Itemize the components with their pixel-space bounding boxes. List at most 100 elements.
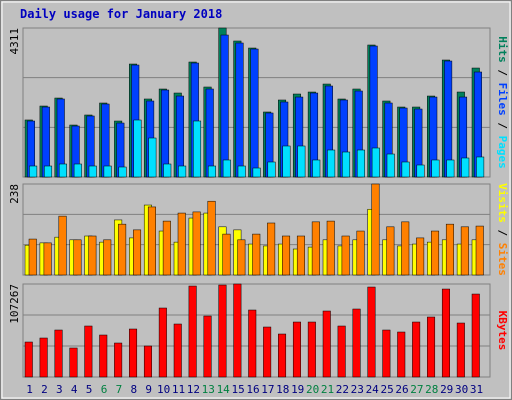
bar <box>44 165 53 178</box>
bar <box>427 316 436 378</box>
bar <box>441 288 450 378</box>
bar <box>471 293 480 378</box>
bar <box>175 95 184 178</box>
legend-entry: Hits <box>496 36 509 63</box>
bar <box>337 325 346 378</box>
x-tick-label: 1 <box>26 383 33 396</box>
bar <box>173 323 182 378</box>
bar <box>297 145 306 178</box>
bar <box>456 322 465 378</box>
x-tick-label: 28 <box>425 383 438 396</box>
x-tick-label: 21 <box>321 383 334 396</box>
x-tick-label: 29 <box>440 383 453 396</box>
bar <box>445 223 454 276</box>
x-tick-label: 13 <box>202 383 215 396</box>
bar <box>352 308 361 378</box>
bar <box>475 225 484 276</box>
bar <box>382 329 391 378</box>
bar <box>412 321 421 378</box>
bar <box>401 221 410 276</box>
bar <box>307 321 316 378</box>
legend-separator: / <box>496 116 509 136</box>
bar <box>431 159 440 178</box>
bar <box>163 163 172 178</box>
bar <box>207 200 216 276</box>
x-tick-label: 4 <box>71 383 78 396</box>
bar <box>460 226 469 276</box>
bar <box>401 161 410 178</box>
bar <box>416 237 425 276</box>
bar <box>192 211 201 276</box>
bar <box>342 151 351 178</box>
bar <box>188 285 197 378</box>
bar <box>341 235 350 276</box>
x-tick-label: 24 <box>366 383 380 396</box>
bar <box>133 119 142 178</box>
bar <box>133 229 142 276</box>
bar <box>118 166 127 178</box>
x-tick-label: 3 <box>56 383 63 396</box>
bar <box>88 235 97 276</box>
bar <box>235 42 244 178</box>
legend-entry: Sites <box>496 243 509 276</box>
bar <box>218 284 227 378</box>
legend-entry: KBytes <box>496 311 509 351</box>
legend-entry: Visits <box>496 183 509 223</box>
bar <box>129 328 138 378</box>
bar <box>250 48 259 178</box>
bar <box>58 163 67 178</box>
bar <box>39 337 48 378</box>
bar <box>207 165 216 178</box>
bar <box>371 147 380 178</box>
legend: Visits / Sites <box>496 183 509 276</box>
bar <box>88 165 97 178</box>
bar <box>73 239 82 276</box>
bar <box>311 221 320 276</box>
bar <box>28 238 37 276</box>
bar <box>282 235 291 276</box>
bar <box>267 161 276 178</box>
bar <box>114 342 123 378</box>
bar <box>252 233 261 276</box>
bar <box>312 159 321 178</box>
x-tick-label: 12 <box>187 383 200 396</box>
x-tick-label: 22 <box>336 383 349 396</box>
x-tick-label: 7 <box>116 383 123 396</box>
legend-separator: / <box>496 63 509 83</box>
bar <box>99 334 108 378</box>
bar <box>237 239 246 276</box>
bar <box>222 159 231 178</box>
bar <box>386 226 395 276</box>
bar <box>292 321 301 378</box>
x-tick-label: 10 <box>157 383 170 396</box>
legend-separator: / <box>496 223 509 243</box>
bar <box>282 145 291 178</box>
bar <box>397 331 406 378</box>
y-tick-label: 107267 <box>8 284 21 324</box>
bar <box>158 307 167 378</box>
bar <box>431 230 440 276</box>
bar <box>84 325 93 378</box>
bar <box>162 220 171 276</box>
bar <box>356 149 365 178</box>
bar <box>205 88 214 178</box>
bar <box>296 235 305 276</box>
bar <box>263 326 272 378</box>
x-tick-label: 6 <box>101 383 108 396</box>
bar <box>326 220 335 276</box>
bar <box>29 165 38 178</box>
bar <box>54 329 63 378</box>
x-tick-label: 30 <box>455 383 468 396</box>
bar <box>476 156 485 178</box>
bar <box>148 137 157 178</box>
bar <box>203 315 212 378</box>
x-tick-label: 9 <box>145 383 152 396</box>
bar <box>248 309 257 378</box>
bar <box>252 167 261 178</box>
bar <box>237 165 246 178</box>
bar <box>416 164 425 178</box>
bar <box>43 242 52 276</box>
